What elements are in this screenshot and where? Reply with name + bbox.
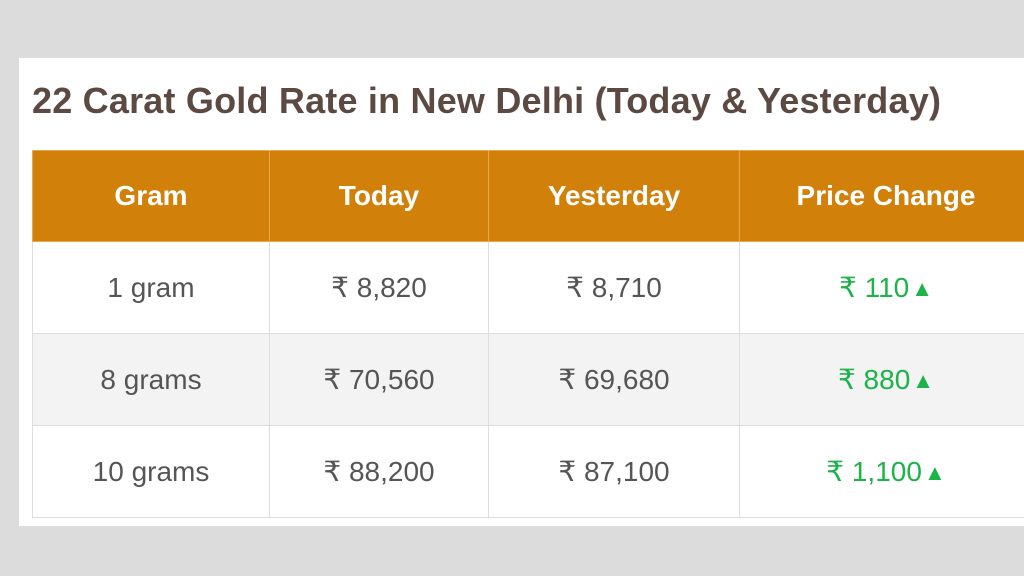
column-header-price-change: Price Change [739, 150, 1024, 242]
price-change-value: ₹ 110 [838, 272, 910, 303]
table-row: 1 gram ₹ 8,820 ₹ 8,710 ₹ 110▲ [32, 241, 1024, 334]
column-header-today: Today [269, 150, 489, 242]
table-row: 10 grams ₹ 88,200 ₹ 87,100 ₹ 1,100▲ [32, 425, 1024, 518]
price-change-cell: ₹ 880▲ [739, 333, 1024, 426]
price-change-cell: ₹ 1,100▲ [739, 425, 1024, 518]
gram-cell: 1 gram [32, 241, 270, 334]
yesterday-price-cell: ₹ 87,100 [488, 425, 740, 518]
price-change-value: ₹ 880 [837, 364, 911, 395]
yesterday-price-cell: ₹ 8,710 [488, 241, 740, 334]
table-header-row: Gram Today Yesterday Price Change [32, 150, 1024, 242]
today-price-cell: ₹ 70,560 [269, 333, 489, 426]
table-row: 8 grams ₹ 70,560 ₹ 69,680 ₹ 880▲ [32, 333, 1024, 426]
gram-cell: 10 grams [32, 425, 270, 518]
gram-cell: 8 grams [32, 333, 270, 426]
column-header-gram: Gram [32, 150, 270, 242]
page-title: 22 Carat Gold Rate in New Delhi (Today &… [32, 80, 942, 121]
price-change-cell: ₹ 110▲ [739, 241, 1024, 334]
today-price-cell: ₹ 88,200 [269, 425, 489, 518]
yesterday-price-cell: ₹ 69,680 [488, 333, 740, 426]
today-price-cell: ₹ 8,820 [269, 241, 489, 334]
up-arrow-icon: ▲ [923, 460, 946, 485]
up-arrow-icon: ▲ [911, 276, 933, 301]
column-header-yesterday: Yesterday [488, 150, 740, 242]
rate-card: 22 Carat Gold Rate in New Delhi (Today &… [19, 58, 1024, 526]
price-change-value: ₹ 1,100 [826, 456, 922, 487]
up-arrow-icon: ▲ [912, 368, 935, 393]
gold-rate-table: Gram Today Yesterday Price Change 1 gram… [32, 150, 1024, 518]
